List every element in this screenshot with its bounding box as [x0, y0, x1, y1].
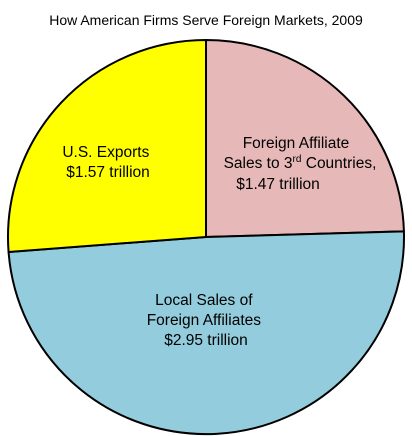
slice-label-third-countries-sup: rd	[293, 154, 302, 165]
slice-label-third-countries-line2-post: Countries,	[301, 155, 376, 172]
pie-slice-local-sales	[7, 230, 405, 436]
slice-label-us-exports-name: U.S. Exports	[62, 144, 149, 161]
slice-label-us-exports-value: $1.57 trillion	[66, 164, 150, 181]
pie-slice-us-exports	[7, 39, 207, 253]
chart-title: How American Firms Serve Foreign Markets…	[49, 12, 363, 28]
slice-label-us-exports: U.S. Exports $1.57 trillion	[62, 144, 153, 181]
slice-label-third-countries-line2-pre: Sales to 3	[224, 155, 293, 172]
pie-slice-third-countries	[205, 39, 405, 238]
slice-label-third-countries-line2: Sales to 3rd Countries,	[224, 154, 377, 172]
slice-label-third-countries: Foreign Affiliate	[243, 135, 350, 152]
slice-label-local-sales-line1: Local Sales of	[155, 292, 253, 309]
slice-label-local-sales-line2: Foreign Affiliates	[147, 312, 262, 329]
slice-label-third-countries-line1: Foreign Affiliate	[243, 135, 350, 152]
pie-slices	[7, 39, 405, 436]
slice-label-third-countries-value: $1.47 trillion	[236, 176, 320, 193]
slice-label-local-sales: Local Sales of Foreign Affiliates $2.95 …	[147, 292, 266, 349]
slice-label-local-sales-value: $2.95 trillion	[164, 332, 248, 349]
